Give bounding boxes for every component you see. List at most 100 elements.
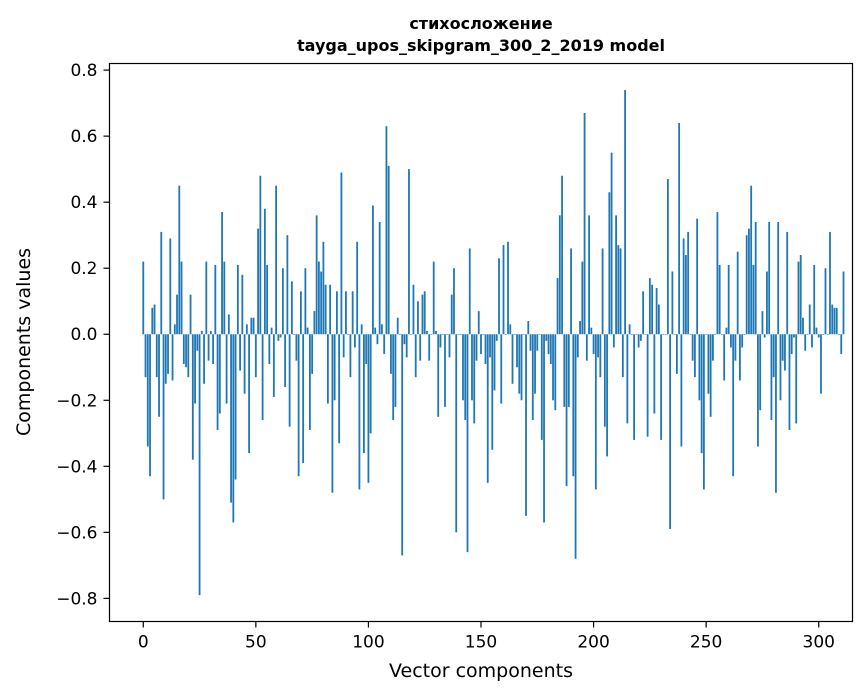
bar: [396, 317, 399, 335]
bar: [142, 261, 145, 335]
bar: [561, 175, 563, 335]
bar: [811, 334, 813, 348]
bar: [225, 334, 228, 404]
bar: [795, 334, 798, 424]
bar: [236, 264, 239, 335]
bar: [507, 241, 509, 335]
bar: [563, 334, 566, 407]
bar: [572, 334, 575, 477]
y-tick-label: −0.6: [56, 523, 97, 543]
bar: [522, 334, 525, 335]
bar: [221, 212, 223, 335]
x-tick-label: 150: [465, 633, 497, 653]
y-tick-label: −0.4: [56, 457, 97, 477]
bar: [806, 334, 809, 335]
bar: [297, 334, 300, 477]
bar: [146, 334, 149, 447]
bar: [594, 334, 597, 490]
bar: [592, 334, 595, 355]
bar: [464, 334, 467, 421]
bar: [390, 334, 392, 374]
bar: [421, 294, 424, 335]
bar: [372, 205, 374, 335]
bar: [615, 215, 617, 335]
bar: [790, 334, 793, 355]
bar: [155, 334, 158, 378]
bar: [392, 334, 395, 421]
bar: [504, 334, 507, 335]
bar: [700, 334, 703, 454]
bar: [689, 334, 692, 335]
bar: [784, 334, 786, 371]
bar: [621, 334, 624, 378]
bar: [338, 334, 341, 444]
bar: [480, 334, 482, 355]
bar: [471, 334, 473, 401]
chart-title: стихосложение: [409, 14, 553, 33]
bar: [435, 330, 437, 335]
bar: [554, 334, 557, 411]
bar: [583, 113, 586, 335]
bar: [486, 334, 489, 483]
x-tick-label: 250: [690, 633, 722, 653]
bar: [637, 334, 640, 348]
bar: [266, 264, 269, 335]
bar: [275, 185, 278, 335]
bar: [797, 261, 800, 335]
bar: [347, 334, 350, 335]
bar: [754, 221, 757, 335]
bar: [630, 334, 633, 335]
bar: [230, 334, 232, 503]
bar: [556, 278, 559, 335]
bar: [518, 334, 521, 394]
bar: [234, 334, 237, 480]
bar: [527, 321, 530, 335]
bar: [498, 258, 500, 335]
bar: [439, 334, 442, 348]
bar: [576, 334, 579, 358]
bar: [813, 264, 816, 335]
bar: [815, 327, 818, 335]
bar: [642, 291, 645, 335]
x-tick-label: 200: [577, 633, 609, 653]
bar: [712, 334, 714, 361]
bar: [261, 334, 264, 421]
bar: [509, 324, 512, 335]
bar: [241, 274, 244, 335]
bar: [565, 334, 568, 487]
bar: [757, 334, 759, 447]
bar: [444, 334, 446, 407]
bar: [277, 334, 280, 341]
bar: [655, 288, 658, 335]
bar: [180, 261, 183, 335]
bar: [662, 334, 665, 335]
bar: [768, 221, 771, 335]
bar: [545, 334, 548, 341]
bar: [597, 334, 599, 358]
bar: [693, 334, 696, 378]
bar: [178, 185, 181, 335]
bar: [579, 321, 581, 335]
bar: [149, 334, 151, 477]
bar: [826, 334, 829, 335]
bar: [763, 334, 766, 338]
bar: [356, 241, 359, 335]
bar: [216, 334, 219, 430]
bar: [284, 334, 287, 388]
bar: [567, 334, 570, 407]
y-tick-label: 0.8: [70, 61, 97, 81]
bar: [703, 334, 705, 490]
bar: [320, 271, 323, 335]
bar: [511, 334, 514, 384]
bar: [495, 334, 498, 341]
bar: [727, 264, 730, 335]
bar: [772, 334, 775, 378]
bar: [223, 261, 226, 335]
x-tick-label: 50: [245, 633, 267, 653]
bar: [311, 334, 314, 374]
bar: [354, 334, 356, 348]
bar: [432, 261, 435, 335]
bar: [317, 261, 320, 335]
bar: [493, 334, 496, 391]
